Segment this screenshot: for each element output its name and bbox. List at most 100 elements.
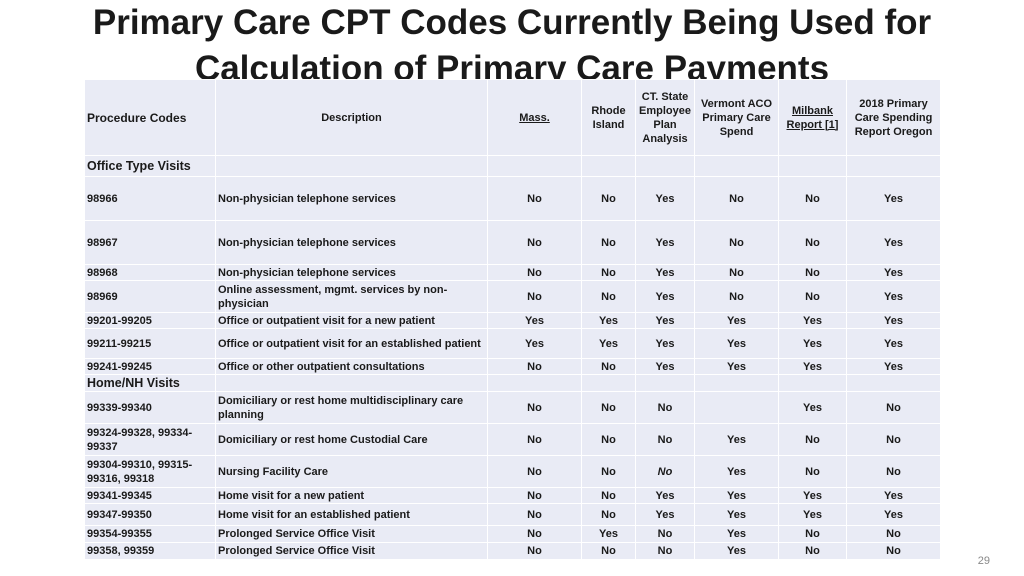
table-row: 99341-99345 Home visit for a new patient N… [84, 487, 941, 504]
table-row: 99304-99310, 99315-99316, 99318 Nursing F… [84, 455, 941, 488]
value-cell: Yes [581, 525, 636, 543]
value-cell: Yes [635, 264, 695, 281]
header-rhode-island: Rhode Island [581, 79, 636, 156]
value-cell: Yes [846, 503, 941, 526]
value-cell: No [581, 487, 636, 504]
value-cell: No [846, 391, 941, 424]
value-cell: No [846, 525, 941, 543]
value-cell: Yes [487, 312, 582, 329]
description-cell: Prolonged Service Office Visit [215, 525, 488, 543]
value-cell: Yes [694, 358, 779, 375]
value-cell: Yes [846, 312, 941, 329]
value-cell: Yes [635, 503, 695, 526]
description-cell: Non-physician telephone services [215, 176, 488, 221]
procedure-code-cell: 99241-99245 [84, 358, 216, 375]
value-cell: Yes [846, 264, 941, 281]
table-row: 98967 Non-physician telephone services No N… [84, 220, 941, 265]
header-description: Description [215, 79, 488, 156]
value-cell: No [694, 176, 779, 221]
description-cell: Online assessment, mgmt. services by non… [215, 280, 488, 313]
table-row: 99211-99215 Office or outpatient visit fo… [84, 328, 941, 359]
value-cell: No [778, 525, 847, 543]
procedure-code-cell: 99211-99215 [84, 328, 216, 359]
value-cell: No [581, 455, 636, 488]
procedure-code-cell: 99324-99328, 99334-99337 [84, 423, 216, 456]
header-oregon-report: 2018 Primary Care Spending Report Oregon [846, 79, 941, 156]
value-cell: Yes [778, 328, 847, 359]
value-cell: Yes [694, 312, 779, 329]
table-row: 98966 Non-physician telephone services No N… [84, 176, 941, 221]
description-cell: Office or outpatient visit for a new pat… [215, 312, 488, 329]
value-cell: Yes [694, 328, 779, 359]
procedure-code-cell: 99304-99310, 99315-99316, 99318 [84, 455, 216, 488]
table-row: 99324-99328, 99334-99337 Domiciliary or r… [84, 423, 941, 456]
value-cell: No [581, 176, 636, 221]
home-nh-visits-body: 99339-99340 Domiciliary or rest home mult… [84, 391, 941, 560]
header-milbank-report-link[interactable]: Milbank Report [1] [778, 79, 847, 156]
value-cell: Yes [635, 312, 695, 329]
header-vermont-aco: Vermont ACO Primary Care Spend [694, 79, 779, 156]
value-cell: Yes [581, 312, 636, 329]
value-cell: No [778, 542, 847, 560]
value-cell: Yes [778, 503, 847, 526]
procedure-code-cell: 99339-99340 [84, 391, 216, 424]
value-cell: No [778, 220, 847, 265]
value-cell: No [778, 264, 847, 281]
description-cell: Nursing Facility Care [215, 455, 488, 488]
value-cell: Yes [778, 487, 847, 504]
value-cell: Yes [694, 525, 779, 543]
procedure-code-cell: 98969 [84, 280, 216, 313]
value-cell: No [846, 542, 941, 560]
section-row-home: Home/NH Visits [84, 374, 941, 392]
header-row: Procedure Codes Description Mass. Rhode … [84, 79, 941, 156]
value-cell: No [487, 542, 582, 560]
value-cell: No [635, 542, 695, 560]
value-cell: No [778, 176, 847, 221]
value-cell: Yes [778, 312, 847, 329]
value-cell: No [635, 423, 695, 456]
value-cell: Yes [635, 220, 695, 265]
value-cell: No [635, 525, 695, 543]
value-cell: No [487, 220, 582, 265]
value-cell: Yes [846, 280, 941, 313]
value-cell: No [846, 423, 941, 456]
header-ct-state-employee-plan: CT. State Employee Plan Analysis [635, 79, 695, 156]
description-cell: Non-physician telephone services [215, 220, 488, 265]
value-cell: No [778, 280, 847, 313]
value-cell [694, 391, 779, 424]
value-cell: No [487, 280, 582, 313]
value-cell: No [694, 264, 779, 281]
procedure-code-cell: 99347-99350 [84, 503, 216, 526]
value-cell: Yes [635, 487, 695, 504]
description-cell: Home visit for an established patient [215, 503, 488, 526]
value-cell: No [487, 525, 582, 543]
section-label-home-nh-visits: Home/NH Visits [84, 374, 216, 392]
value-cell: Yes [778, 358, 847, 375]
header-mass: Mass. [487, 79, 582, 156]
value-cell: Yes [635, 176, 695, 221]
value-cell: Yes [694, 455, 779, 488]
value-cell: No [694, 280, 779, 313]
table-row: 99241-99245 Office or other outpatient co… [84, 358, 941, 375]
section-row-office: Office Type Visits [84, 155, 941, 177]
value-cell: No [581, 542, 636, 560]
value-cell: No [487, 455, 582, 488]
value-cell: No [635, 455, 695, 488]
value-cell: No [487, 176, 582, 221]
table-row: 99347-99350 Home visit for an established… [84, 503, 941, 526]
cpt-codes-table: Procedure Codes Description Mass. Rhode … [84, 79, 941, 560]
value-cell: Yes [635, 328, 695, 359]
value-cell: No [778, 455, 847, 488]
value-cell: No [487, 358, 582, 375]
procedure-code-cell: 99201-99205 [84, 312, 216, 329]
value-cell: Yes [846, 358, 941, 375]
value-cell: Yes [635, 358, 695, 375]
value-cell: No [581, 358, 636, 375]
procedure-code-cell: 99358, 99359 [84, 542, 216, 560]
description-cell: Office or outpatient visit for an establ… [215, 328, 488, 359]
value-cell: No [487, 487, 582, 504]
header-procedure-codes: Procedure Codes [84, 79, 216, 156]
procedure-code-cell: 99341-99345 [84, 487, 216, 504]
value-cell: Yes [846, 487, 941, 504]
value-cell: Yes [694, 487, 779, 504]
